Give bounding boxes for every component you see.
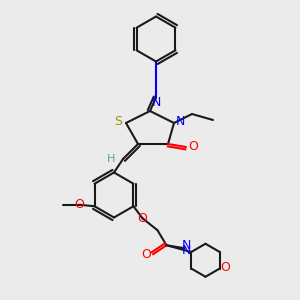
Text: N: N	[182, 244, 191, 257]
Text: O: O	[141, 248, 151, 261]
Text: N: N	[151, 95, 161, 109]
Text: N: N	[175, 115, 185, 128]
Text: O: O	[189, 140, 198, 154]
Text: O: O	[137, 212, 147, 225]
Text: S: S	[115, 115, 122, 128]
Text: O: O	[220, 261, 230, 274]
Text: H: H	[107, 154, 115, 164]
Text: O: O	[75, 198, 85, 211]
Text: N: N	[181, 239, 191, 252]
